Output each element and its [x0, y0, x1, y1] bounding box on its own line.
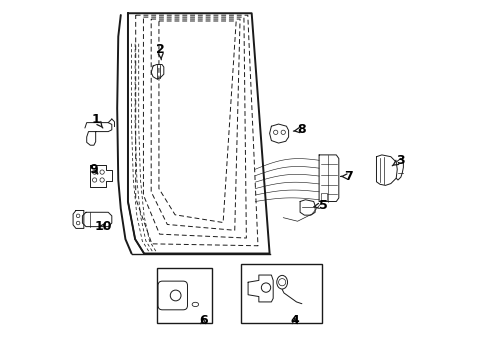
Bar	[241, 264, 321, 323]
Text: 8: 8	[293, 123, 305, 136]
Text: 4: 4	[290, 314, 299, 327]
Text: 3: 3	[391, 154, 404, 167]
Bar	[156, 268, 212, 323]
Text: 5: 5	[313, 199, 327, 212]
Text: 9: 9	[89, 163, 98, 176]
Ellipse shape	[276, 275, 287, 289]
FancyBboxPatch shape	[158, 281, 187, 310]
Text: 2: 2	[156, 42, 164, 60]
Ellipse shape	[170, 290, 181, 301]
Text: 7: 7	[341, 170, 352, 183]
Text: 1: 1	[91, 113, 102, 128]
Text: 6: 6	[199, 314, 207, 327]
Text: 10: 10	[94, 220, 111, 233]
Ellipse shape	[192, 302, 198, 307]
Bar	[320, 193, 326, 200]
